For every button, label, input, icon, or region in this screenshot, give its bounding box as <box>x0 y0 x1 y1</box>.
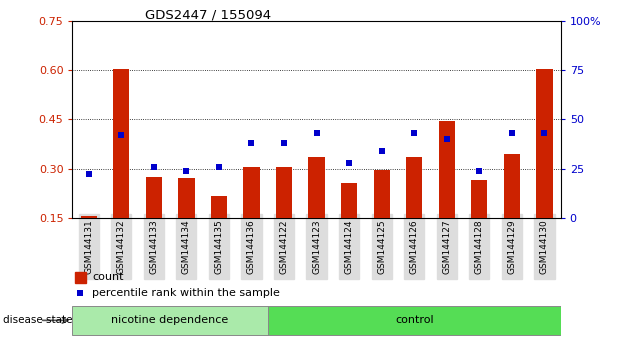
Bar <box>276 167 292 218</box>
FancyBboxPatch shape <box>72 306 268 335</box>
Bar <box>309 157 324 218</box>
Bar <box>81 216 97 218</box>
Text: disease state: disease state <box>3 315 72 325</box>
Bar <box>374 170 390 218</box>
Bar <box>243 167 260 218</box>
Bar <box>146 177 162 218</box>
Bar <box>75 272 86 282</box>
Text: percentile rank within the sample: percentile rank within the sample <box>92 287 280 297</box>
Bar <box>113 69 129 218</box>
Text: nicotine dependence: nicotine dependence <box>112 315 229 325</box>
Bar <box>504 154 520 218</box>
Text: control: control <box>395 315 433 325</box>
Bar <box>438 121 455 218</box>
FancyBboxPatch shape <box>268 306 561 335</box>
Bar <box>536 69 553 218</box>
Bar <box>178 178 195 218</box>
Bar <box>471 180 488 218</box>
Text: count: count <box>92 273 123 282</box>
Bar <box>211 196 227 218</box>
Text: GDS2447 / 155094: GDS2447 / 155094 <box>145 9 271 22</box>
Bar <box>341 183 357 218</box>
Bar <box>406 157 422 218</box>
